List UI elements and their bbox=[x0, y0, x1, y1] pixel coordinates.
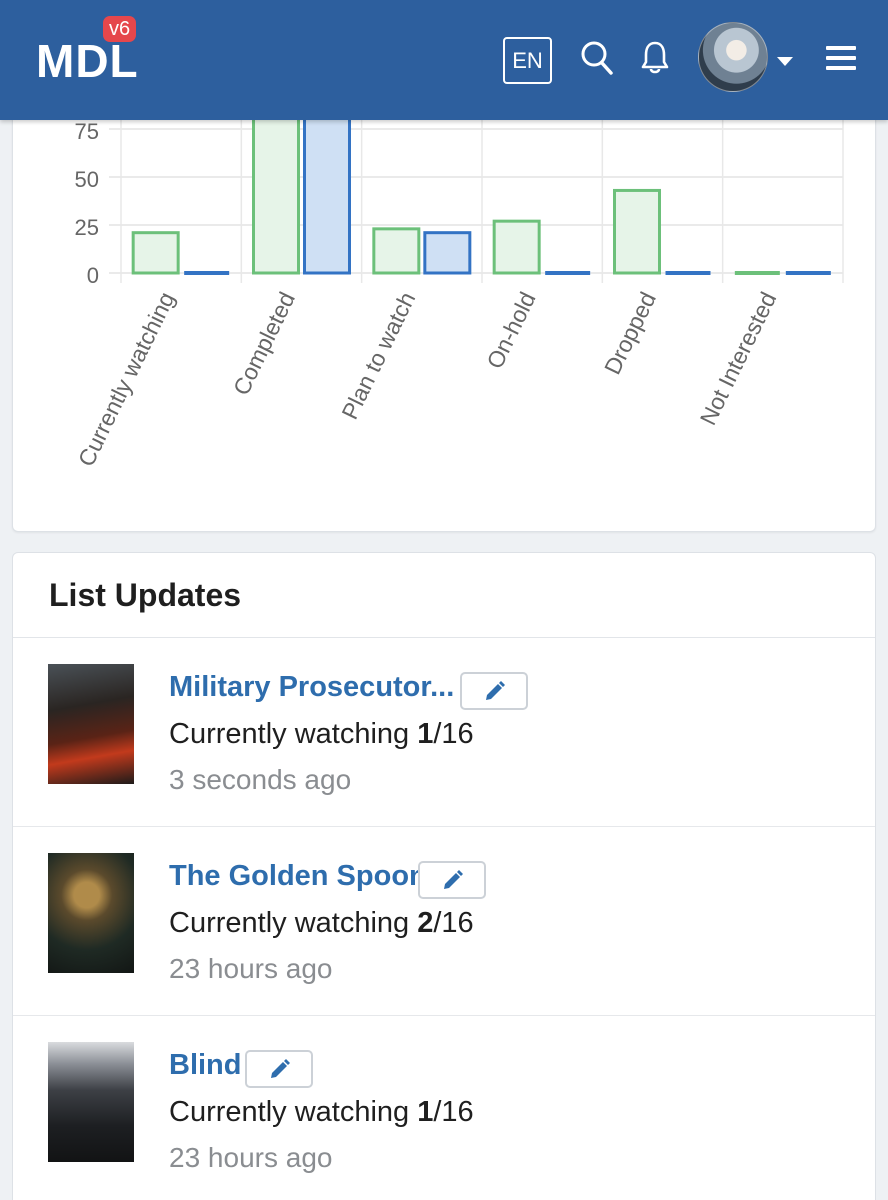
x-tick-label: Not Interested bbox=[695, 288, 782, 429]
bar bbox=[372, 227, 421, 275]
hamburger-menu-icon[interactable] bbox=[826, 44, 856, 77]
update-time: 23 hours ago bbox=[169, 953, 333, 984]
update-time: 23 hours ago bbox=[169, 1142, 333, 1173]
x-tick-label: Dropped bbox=[599, 288, 661, 379]
language-button[interactable]: EN bbox=[503, 37, 552, 84]
watch-status: Currently watching 1/16 bbox=[169, 1096, 474, 1128]
poster-image[interactable] bbox=[48, 853, 134, 973]
poster-image[interactable] bbox=[48, 1042, 134, 1162]
list-item: Blind Currently watching 1/16 23 hours a… bbox=[13, 1016, 875, 1200]
chart-card: 0 25 50 75 Currently watching Completed Plan t… bbox=[12, 60, 876, 532]
logo-text: MDL bbox=[36, 35, 139, 87]
bar bbox=[492, 219, 541, 275]
watch-status: Currently watching 2/16 bbox=[169, 907, 474, 939]
edit-button[interactable] bbox=[418, 861, 486, 899]
status-bar-chart: 0 25 50 75 Currently watching Completed Plan t… bbox=[73, 61, 844, 471]
bar bbox=[131, 231, 180, 275]
episode-total: /16 bbox=[433, 1096, 474, 1128]
top-navbar: MDL v6 EN bbox=[0, 0, 888, 120]
y-tick-label: 0 bbox=[87, 263, 99, 288]
y-tick-label: 75 bbox=[75, 119, 99, 144]
list-updates-card: List Updates Military Prosecutor... Curr… bbox=[12, 552, 876, 1200]
item-title-link[interactable]: Blind bbox=[169, 1049, 242, 1081]
bar bbox=[423, 231, 472, 275]
list-updates-title: List Updates bbox=[49, 577, 242, 613]
edit-button[interactable] bbox=[460, 672, 528, 710]
y-tick-label: 50 bbox=[75, 167, 99, 192]
x-tick-label: Currently watching bbox=[73, 288, 180, 471]
episode-progress: 1 bbox=[417, 718, 434, 750]
x-tick-label: On-hold bbox=[481, 288, 540, 373]
chevron-down-icon[interactable] bbox=[776, 55, 794, 73]
x-tick-label: Completed bbox=[228, 288, 300, 399]
x-tick-label: Plan to watch bbox=[336, 288, 420, 424]
bar bbox=[252, 108, 300, 275]
y-tick-label: 25 bbox=[75, 215, 99, 240]
version-badge: v6 bbox=[103, 16, 137, 42]
episode-total: /16 bbox=[433, 718, 474, 750]
bell-icon[interactable] bbox=[640, 40, 670, 81]
episode-progress: 1 bbox=[417, 1096, 434, 1128]
list-item: The Golden Spoon Currently watching 2/16… bbox=[13, 827, 875, 1016]
list-item: Military Prosecutor... Currently watchin… bbox=[13, 638, 875, 827]
item-title-link[interactable]: Military Prosecutor... bbox=[169, 671, 455, 703]
poster-image[interactable] bbox=[48, 664, 134, 784]
episode-total: /16 bbox=[433, 907, 474, 939]
bar bbox=[303, 108, 351, 275]
bar bbox=[613, 188, 661, 275]
update-time: 3 seconds ago bbox=[169, 764, 352, 795]
site-logo[interactable]: MDL bbox=[36, 34, 139, 88]
item-title-link[interactable]: The Golden Spoon bbox=[169, 860, 427, 892]
watch-status: Currently watching 1/16 bbox=[169, 718, 474, 750]
search-icon[interactable] bbox=[580, 40, 614, 81]
divider bbox=[13, 637, 875, 638]
avatar[interactable] bbox=[698, 22, 768, 92]
episode-progress: 2 bbox=[417, 907, 434, 939]
edit-button[interactable] bbox=[245, 1050, 313, 1088]
